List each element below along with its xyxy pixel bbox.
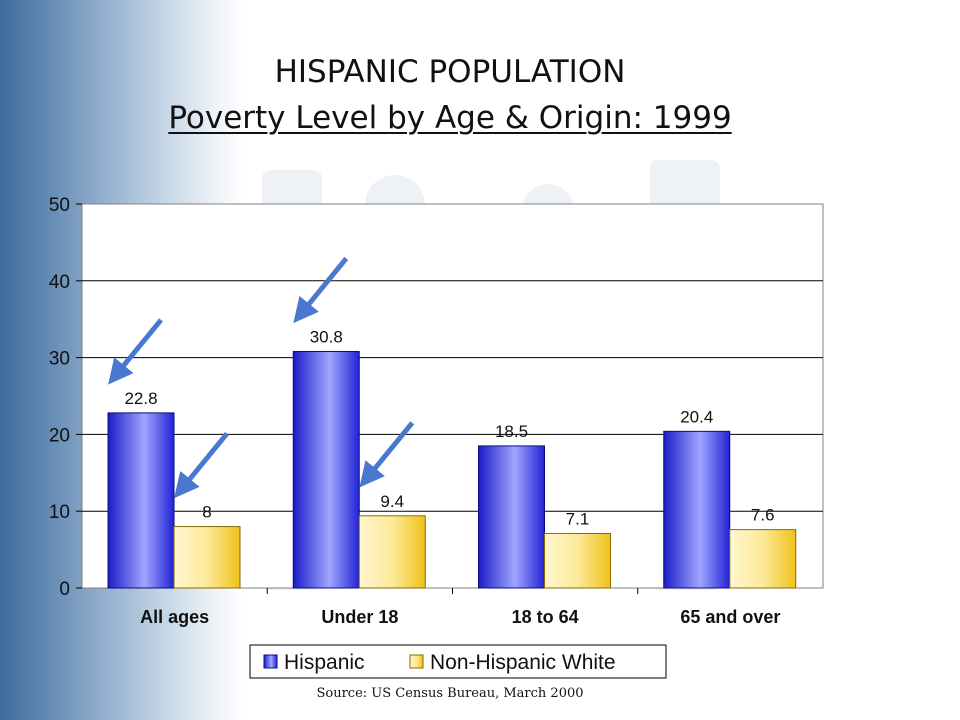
y-tick-label: 0 [59, 579, 70, 600]
bar-non-hispanic-white [173, 526, 241, 589]
x-tick-label: 18 to 64 [512, 607, 579, 627]
data-label: 20.4 [680, 407, 713, 426]
annotation-arrow [108, 318, 163, 385]
bar-hispanic [292, 350, 360, 589]
data-label: 22.8 [124, 389, 157, 408]
y-tick-label: 20 [49, 425, 70, 446]
bar-non-hispanic-white [358, 515, 426, 589]
data-label: 9.4 [380, 492, 404, 511]
y-tick-label: 40 [49, 272, 70, 293]
legend: Hispanic Non-Hispanic White [249, 644, 667, 679]
data-label: 18.5 [495, 422, 528, 441]
legend-swatch [409, 654, 424, 669]
legend-swatch [263, 654, 278, 669]
x-tick-label: All ages [140, 607, 209, 627]
annotation-arrow [359, 421, 415, 488]
data-label: 8 [202, 503, 211, 522]
bar-hispanic [478, 445, 545, 589]
data-label: 7.1 [566, 509, 590, 528]
bar-hispanic [663, 430, 731, 589]
x-tick-label: 65 and over [680, 607, 780, 627]
source-note: Source: US Census Bureau, March 2000 [316, 686, 584, 701]
data-label: 30.8 [310, 327, 343, 346]
slide-title: HISPANIC POPULATION [274, 54, 626, 90]
y-tick-label: 30 [49, 349, 70, 370]
legend-box [249, 644, 667, 679]
y-tick-label: 10 [49, 502, 70, 523]
bar-non-hispanic-white [544, 532, 611, 589]
x-tick-label: Under 18 [321, 607, 398, 627]
legend-label: Hispanic [284, 651, 365, 674]
legend-label: Non-Hispanic White [430, 651, 616, 674]
annotation-arrow [174, 431, 229, 499]
bar-non-hispanic-white [729, 529, 797, 589]
y-tick-label: 50 [49, 195, 70, 216]
slide-subtitle: Poverty Level by Age & Origin: 1999 [168, 100, 732, 136]
annotation-arrow [293, 256, 349, 324]
bar-hispanic [107, 412, 175, 589]
data-label: 7.6 [751, 506, 775, 525]
